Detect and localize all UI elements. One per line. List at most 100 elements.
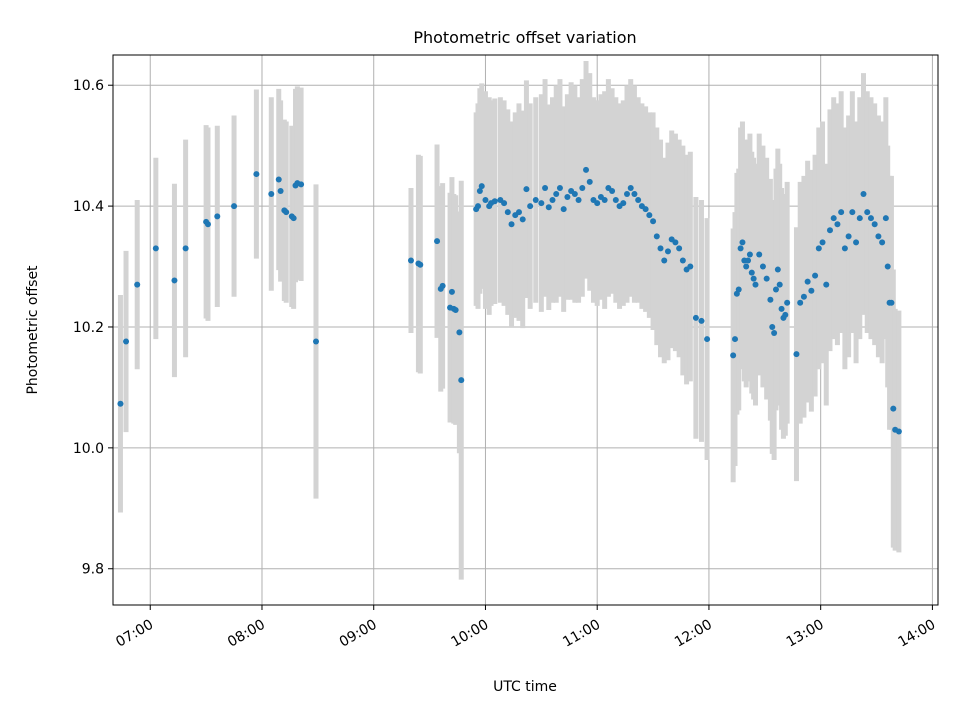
data-point: [771, 330, 778, 337]
data-point: [631, 191, 638, 198]
data-point: [458, 377, 465, 384]
data-point: [737, 245, 744, 252]
data-points: [117, 166, 902, 435]
data-point: [735, 286, 742, 293]
data-point: [661, 257, 668, 264]
data-point: [679, 257, 686, 264]
data-point: [448, 288, 455, 295]
data-point: [841, 245, 848, 252]
data-point: [732, 336, 739, 343]
data-point: [456, 329, 463, 336]
data-point: [407, 257, 414, 264]
data-point: [594, 200, 601, 207]
data-point: [117, 400, 124, 407]
x-tick-label: 13:00: [784, 617, 827, 651]
data-point: [312, 338, 319, 345]
data-point: [871, 221, 878, 228]
data-point: [759, 263, 766, 270]
data-point: [601, 197, 608, 204]
data-point: [501, 200, 508, 207]
y-tick-label: 10.4: [73, 199, 104, 215]
data-point: [542, 184, 549, 191]
data-point: [609, 187, 616, 194]
data-point: [875, 233, 882, 240]
data-point: [676, 245, 683, 252]
data-point: [491, 198, 498, 205]
data-point: [853, 239, 860, 246]
data-point: [653, 233, 660, 240]
data-point: [752, 281, 759, 288]
data-point: [763, 275, 770, 282]
data-point: [687, 263, 694, 270]
data-point: [627, 184, 634, 191]
data-point: [879, 239, 886, 246]
data-point: [571, 191, 578, 198]
data-point: [504, 209, 511, 216]
data-point: [475, 203, 482, 210]
data-point: [515, 209, 522, 216]
data-point: [819, 239, 826, 246]
y-tick-label: 10.0: [73, 441, 104, 457]
data-point: [890, 405, 897, 412]
data-point: [575, 197, 582, 204]
data-point: [756, 251, 763, 258]
data-point: [750, 275, 757, 282]
data-point: [508, 221, 515, 228]
chart-title: Photometric offset variation: [413, 28, 636, 47]
data-point: [830, 215, 837, 222]
data-point: [815, 245, 822, 252]
x-tick-label: 12:00: [672, 617, 715, 651]
data-point: [774, 266, 781, 273]
x-tick-label: 14:00: [895, 617, 938, 651]
data-point: [434, 238, 441, 245]
data-point: [864, 209, 871, 216]
data-point: [204, 221, 211, 228]
data-point: [583, 166, 590, 173]
x-tick-label: 11:00: [560, 617, 603, 651]
data-point: [838, 209, 845, 216]
y-axis: 9.8 10.0 10.2 10.4 10.6: [73, 78, 113, 578]
data-point: [895, 428, 902, 435]
x-axis: 07:00 08:00 09:00 10:00 11:00 12:00 13:00 14:00: [113, 605, 938, 651]
x-tick-label: 09:00: [337, 617, 380, 651]
data-point: [882, 215, 889, 222]
data-point: [556, 184, 563, 191]
data-point: [808, 287, 815, 294]
data-point: [182, 245, 189, 252]
data-point: [642, 206, 649, 213]
data-point: [657, 245, 664, 252]
data-point: [664, 248, 671, 255]
data-point: [672, 239, 679, 246]
y-tick-label: 9.8: [82, 562, 104, 578]
data-point: [549, 197, 556, 204]
data-point: [730, 352, 737, 359]
data-point: [527, 203, 534, 210]
data-point: [275, 176, 282, 183]
data-point: [860, 191, 867, 198]
data-point: [560, 206, 567, 213]
data-point: [152, 245, 159, 252]
data-point: [849, 209, 856, 216]
data-point: [745, 257, 752, 264]
data-point: [804, 278, 811, 285]
data-point: [532, 197, 539, 204]
data-point: [782, 311, 789, 318]
data-point: [692, 314, 699, 321]
y-tick-label: 10.6: [73, 78, 104, 94]
data-point: [123, 338, 130, 345]
data-point: [784, 299, 791, 306]
data-point: [888, 299, 895, 306]
data-point: [823, 281, 830, 288]
data-point: [867, 215, 874, 222]
data-point: [545, 204, 552, 211]
data-point: [620, 200, 627, 207]
data-point: [439, 282, 446, 289]
data-point: [283, 209, 290, 216]
data-point: [635, 197, 642, 204]
data-point: [704, 336, 711, 343]
data-point: [586, 178, 593, 185]
y-axis-label: Photometric offset: [25, 265, 41, 395]
plot-frame: [112, 54, 939, 606]
data-point: [797, 299, 804, 306]
